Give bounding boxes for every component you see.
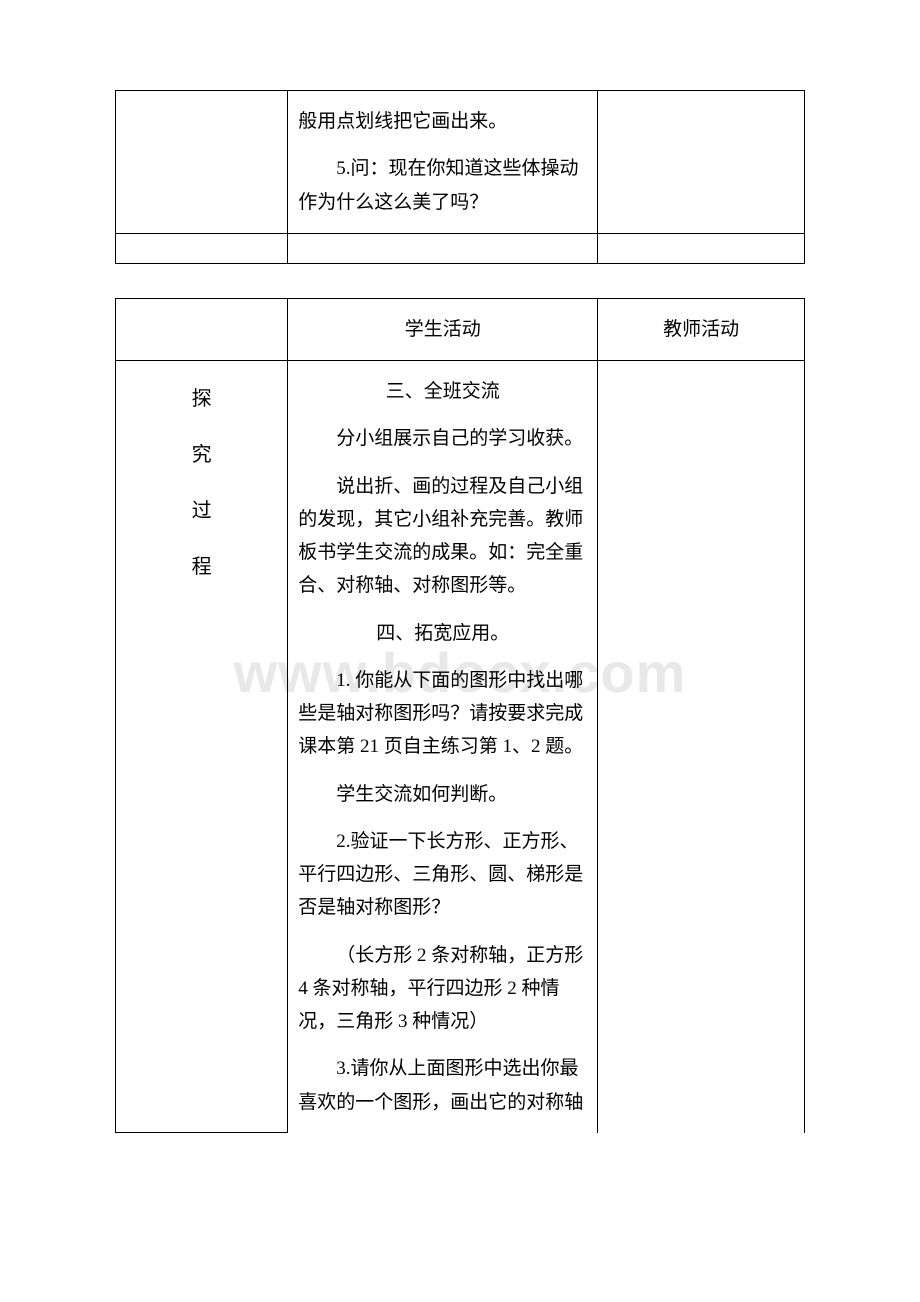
label-char: 探 (192, 371, 212, 427)
label-char: 究 (192, 427, 212, 483)
label-char: 过 (192, 483, 212, 539)
paragraph: 分小组展示自己的学习收获。 (298, 422, 587, 455)
header-right: 教师活动 (598, 298, 805, 360)
table-header-row: 学生活动 教师活动 (116, 298, 805, 360)
paragraph: 般用点划线把它画出来。 (298, 105, 587, 138)
paragraph: 3.请你从上面图形中选出你最喜欢的一个图形，画出它的对称轴 (298, 1052, 587, 1119)
paragraph: （长方形 2 条对称轴，正方形 4 条对称轴，平行四边形 2 种情况，三角形 3… (298, 939, 587, 1039)
table-row: 般用点划线把它画出来。 5.问：现在你知道这些体操动作为什么这么美了吗？ (116, 91, 805, 234)
header-left-empty (116, 298, 288, 360)
paragraph: 1. 你能从下面的图形中找出哪些是轴对称图形吗？请按要求完成课本第 21 页自主… (298, 664, 587, 764)
paragraph: 5.问：现在你知道这些体操动作为什么这么美了吗？ (298, 152, 587, 219)
table-main: 学生活动 教师活动 探 究 过 程 三、全班交流 (115, 298, 805, 1134)
cell-left-empty (116, 91, 288, 234)
cell-empty (116, 233, 288, 263)
cell-mid-content: 三、全班交流 分小组展示自己的学习收获。 说出折、画的过程及自己小组的发现，其它… (288, 361, 598, 1133)
table-body-row: 探 究 过 程 三、全班交流 分小组展示自己的学习收获。 说出折、画的过程及自己… (116, 361, 805, 1133)
cell-right-empty (598, 91, 805, 234)
table-row-empty (116, 233, 805, 263)
cell-left-label: 探 究 过 程 (116, 361, 288, 1133)
cell-right-empty (598, 361, 805, 1133)
paragraph: 说出折、画的过程及自己小组的发现，其它小组补充完善。教师板书学生交流的成果。如：… (298, 470, 587, 603)
paragraph: 2.验证一下长方形、正方形、平行四边形、三角形、圆、梯形是否是轴对称图形？ (298, 825, 587, 925)
header-mid: 学生活动 (288, 298, 598, 360)
paragraph: 学生交流如何判断。 (298, 778, 587, 811)
cell-empty (598, 233, 805, 263)
table-fragment-top: 般用点划线把它画出来。 5.问：现在你知道这些体操动作为什么这么美了吗？ (115, 90, 805, 264)
section-heading: 四、拓宽应用。 (298, 617, 587, 650)
label-char: 程 (192, 539, 212, 595)
cell-mid-content: 般用点划线把它画出来。 5.问：现在你知道这些体操动作为什么这么美了吗？ (288, 91, 598, 234)
cell-empty (288, 233, 598, 263)
section-heading: 三、全班交流 (298, 375, 587, 408)
